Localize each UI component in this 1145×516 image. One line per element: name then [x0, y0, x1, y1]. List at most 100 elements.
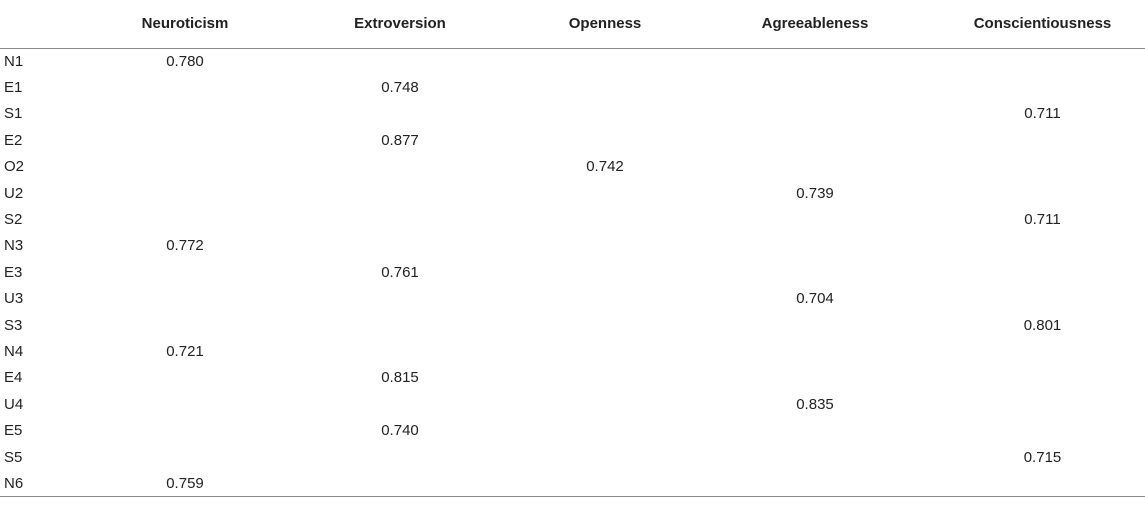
- table-row: N4 0.721: [0, 338, 1145, 364]
- cell-openness: [520, 206, 690, 232]
- cell-extroversion: [280, 48, 520, 74]
- cell-agreeableness: [690, 233, 940, 259]
- cell-openness: [520, 417, 690, 443]
- cell-agreeableness: [690, 470, 940, 498]
- cell-conscientiousness: 0.711: [1024, 105, 1061, 123]
- cell-agreeableness: [690, 259, 940, 285]
- cell-item-label: S1: [4, 105, 23, 123]
- cell-neuroticism: 0.780: [166, 52, 204, 70]
- cell-item-label: U4: [4, 395, 24, 413]
- cell-neuroticism: [90, 180, 280, 206]
- cell-extroversion: [280, 444, 520, 470]
- cell-neuroticism: [90, 74, 280, 100]
- table-row: E1 0.748: [0, 74, 1145, 100]
- cell-agreeableness: [690, 365, 940, 391]
- cell-agreeableness: 0.835: [796, 395, 834, 413]
- cell-extroversion: [280, 180, 520, 206]
- cell-openness: [520, 391, 690, 417]
- cell-neuroticism: 0.772: [166, 237, 204, 255]
- cell-neuroticism: [90, 154, 280, 180]
- cell-item-label: E3: [4, 263, 23, 281]
- cell-conscientiousness: [940, 48, 1145, 74]
- header-cell-neuroticism: Neuroticism: [90, 0, 280, 49]
- cell-agreeableness: [690, 74, 940, 100]
- cell-agreeableness: [690, 127, 940, 153]
- cell-extroversion: 0.740: [381, 422, 419, 440]
- cell-extroversion: [280, 154, 520, 180]
- cell-extroversion: [280, 312, 520, 338]
- cell-item-label: E5: [4, 422, 23, 440]
- cell-extroversion: 0.877: [381, 131, 419, 149]
- cell-openness: [520, 74, 690, 100]
- cell-extroversion: 0.748: [381, 79, 419, 97]
- cell-openness: [520, 48, 690, 74]
- cell-neuroticism: [90, 127, 280, 153]
- cell-extroversion: 0.761: [381, 263, 419, 281]
- cell-item-label: U2: [4, 184, 24, 202]
- cell-neuroticism: [90, 444, 280, 470]
- cell-openness: [520, 259, 690, 285]
- cell-neuroticism: [90, 206, 280, 232]
- cell-neuroticism: 0.721: [166, 342, 204, 360]
- cell-item-label: S5: [4, 448, 23, 466]
- cell-agreeableness: [690, 338, 940, 364]
- cell-extroversion: [280, 470, 520, 498]
- cell-extroversion: [280, 233, 520, 259]
- header-cell-conscientiousness: Conscientiousness: [940, 0, 1145, 49]
- cell-neuroticism: 0.759: [90, 470, 280, 498]
- cell-neuroticism: [90, 286, 280, 312]
- cell-openness: [520, 101, 690, 127]
- cell-agreeableness: 0.739: [796, 184, 834, 202]
- table-row: S5 0.715: [0, 444, 1145, 470]
- cell-conscientiousness: 0.801: [1023, 316, 1062, 334]
- cell-agreeableness: [690, 417, 940, 443]
- cell-conscientiousness: [940, 338, 1145, 364]
- cell-conscientiousness: [940, 417, 1145, 443]
- cell-openness: [520, 365, 690, 391]
- header-cell-extroversion: Extroversion: [280, 0, 520, 49]
- cell-conscientiousness: [940, 154, 1145, 180]
- cell-neuroticism: [90, 391, 280, 417]
- cell-agreeableness: [690, 101, 940, 127]
- cell-conscientiousness: [940, 470, 1145, 498]
- cell-conscientiousness: [940, 259, 1145, 285]
- cell-conscientiousness: [940, 391, 1145, 417]
- cell-conscientiousness: 0.715: [1023, 448, 1062, 466]
- cell-neuroticism: [90, 101, 280, 127]
- cell-conscientiousness: [940, 233, 1145, 259]
- cell-extroversion: [280, 206, 520, 232]
- cell-conscientiousness: [940, 74, 1145, 100]
- cell-extroversion: [280, 286, 520, 312]
- cell-openness: [520, 180, 690, 206]
- table-header: Neuroticism Extroversion Openness Agreea…: [0, 0, 1145, 49]
- table-row: E5 0.740: [0, 417, 1145, 443]
- cell-agreeableness: [690, 312, 940, 338]
- cell-openness: [520, 286, 690, 312]
- table-row: E4 0.815: [0, 365, 1145, 391]
- cell-openness: [520, 127, 690, 153]
- header-row: Neuroticism Extroversion Openness Agreea…: [0, 0, 1145, 49]
- cell-item-label: S2: [4, 211, 23, 229]
- table-row: O2 0.742: [0, 154, 1145, 180]
- table-row: N1 0.780: [0, 48, 1145, 74]
- cell-item-label: S3: [4, 316, 23, 334]
- table-row: U4 0.835: [0, 391, 1145, 417]
- table-row: E3 0.761: [0, 259, 1145, 285]
- cell-openness: [520, 312, 690, 338]
- cell-item-label: N1: [4, 52, 24, 70]
- table-row: S3 0.801: [0, 312, 1145, 338]
- cell-item-label: E2: [4, 131, 23, 149]
- cell-item-label: N4: [4, 342, 24, 360]
- cell-conscientiousness: [940, 127, 1145, 153]
- table-row: E2 0.877: [0, 127, 1145, 153]
- table-row: S2 0.711: [0, 206, 1145, 232]
- cell-item-label: U3: [4, 290, 24, 308]
- cell-neuroticism: [90, 417, 280, 443]
- cell-extroversion: [280, 391, 520, 417]
- table-row: U2 0.739: [0, 180, 1145, 206]
- cell-neuroticism: [90, 312, 280, 338]
- cell-agreeableness: 0.704: [796, 290, 834, 308]
- factor-loadings-table: Neuroticism Extroversion Openness Agreea…: [0, 0, 1145, 498]
- cell-openness: [520, 338, 690, 364]
